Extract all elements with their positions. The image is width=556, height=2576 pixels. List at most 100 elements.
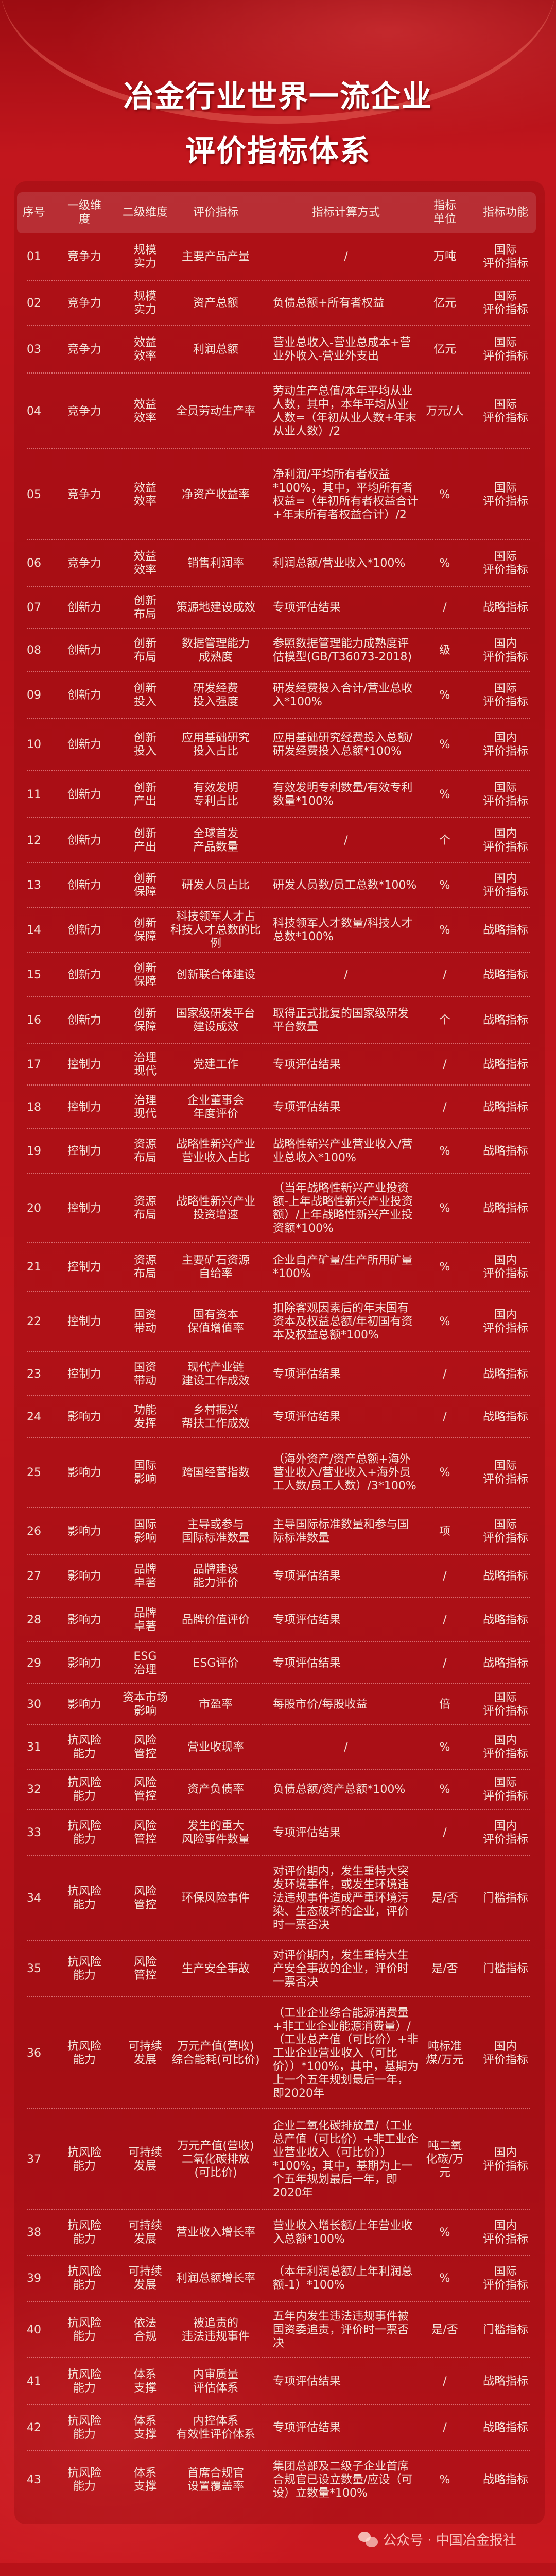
level1-dimension: 抗风险 能力 bbox=[67, 1820, 101, 1846]
indicator-name: 生产安全事故 bbox=[181, 1962, 250, 1975]
indicator-unit: 亿元 bbox=[433, 296, 456, 310]
indicator-function: 战略指标 bbox=[482, 924, 528, 937]
table-row: 42 抗风险 能力 体系 支撑 内控体系 有效性评价体系 专项评估结果 / 战略指标 bbox=[0, 2405, 556, 2451]
level1-dimension: 创新力 bbox=[67, 738, 101, 751]
indicator-name: 主要矿石资源 自给率 bbox=[181, 1254, 250, 1280]
table-body: 01 竞争力 规模 实力 主要产品产量 / 万吨 国际 评价指标 02 竞争力 规模 实力 资产总额… bbox=[0, 233, 556, 2509]
calculation-method: 企业自产矿量/生产所用矿量*100% bbox=[273, 1254, 413, 1280]
table-row: 07 创新力 创新 布局 策源地建设成效 专项评估结果 / 战略指标 bbox=[0, 587, 556, 629]
indicator-unit: 吨二氧 化碳/万元 bbox=[426, 2139, 464, 2179]
calculation-method: 利润总额/营业收入*100% bbox=[273, 557, 406, 570]
indicator-unit: / bbox=[443, 1826, 447, 1839]
row-number: 11 bbox=[27, 788, 41, 801]
indicator-unit: 是/否 bbox=[431, 1892, 458, 1905]
table-row: 36 抗风险 能力 可持续 发展 万元产值(营收) 综合能耗(可比价) （工业企业综合能… bbox=[0, 1997, 556, 2109]
indicator-unit: 万吨 bbox=[433, 250, 456, 263]
level1-dimension: 控制力 bbox=[67, 1201, 101, 1215]
level1-dimension: 创新力 bbox=[67, 879, 101, 892]
row-number: 24 bbox=[27, 1410, 41, 1423]
indicator-name: 乡村振兴 帮扶工作成效 bbox=[181, 1403, 250, 1430]
level2-dimension: 国资 带动 bbox=[133, 1309, 157, 1335]
level1-dimension: 创新力 bbox=[67, 601, 101, 614]
indicator-unit: % bbox=[439, 1740, 450, 1754]
level2-dimension: 国际 影响 bbox=[133, 1518, 157, 1545]
indicator-function: 国内 评价指标 bbox=[482, 1254, 528, 1280]
row-number: 20 bbox=[27, 1201, 41, 1215]
row-number: 39 bbox=[27, 2272, 41, 2285]
indicator-name: 全员劳动生产率 bbox=[176, 404, 255, 418]
row-number: 32 bbox=[27, 1783, 41, 1796]
indicator-name: 内控体系 有效性评价体系 bbox=[176, 2415, 255, 2441]
calculation-method: 参照数据管理能力成熟度评估模型(GB/T36073-2018) bbox=[273, 637, 412, 664]
indicator-unit: 项 bbox=[439, 1524, 450, 1538]
row-number: 13 bbox=[27, 879, 41, 892]
indicator-function: 战略指标 bbox=[482, 1201, 528, 1215]
level2-dimension: 国资 带动 bbox=[133, 1361, 157, 1387]
row-number: 04 bbox=[27, 404, 41, 418]
indicator-function: 国内 评价指标 bbox=[482, 2219, 528, 2246]
table-panel bbox=[14, 181, 545, 2524]
level1-dimension: 竞争力 bbox=[67, 296, 101, 310]
table-row: 20 控制力 资源 布局 战略性新兴产业 投资增速 （当年战略性新兴产业投资额-上年战略… bbox=[0, 1174, 556, 1243]
level2-dimension: 资本市场 影响 bbox=[122, 1691, 168, 1718]
indicator-function: 门槛指标 bbox=[482, 2323, 528, 2336]
calculation-method: 对评价期内，发生重特大生产安全事故的企业，评价时一票否决 bbox=[273, 1949, 409, 1989]
calculation-method: 净利润/平均所有者权益*100%，其中，平均所有者权益=（年初所有者权益合计+年… bbox=[273, 468, 419, 521]
level2-dimension: 规模 实力 bbox=[133, 290, 157, 316]
indicator-name: 净资产收益率 bbox=[181, 488, 250, 501]
row-number: 41 bbox=[27, 2375, 41, 2388]
level1-dimension: 竞争力 bbox=[67, 250, 101, 263]
indicator-unit: % bbox=[439, 1145, 450, 1158]
row-number: 22 bbox=[27, 1315, 41, 1328]
indicator-name: 科技领军人才占 科技人才总数的比例 bbox=[170, 910, 261, 950]
indicator-function: 战略指标 bbox=[482, 601, 528, 614]
row-number: 29 bbox=[27, 1656, 41, 1670]
level2-dimension: 创新 布局 bbox=[133, 595, 157, 621]
indicator-unit: 亿元 bbox=[433, 343, 456, 356]
indicator-unit: % bbox=[439, 1261, 450, 1274]
wechat-icon bbox=[358, 2531, 379, 2548]
row-number: 06 bbox=[27, 557, 41, 570]
level1-dimension: 竞争力 bbox=[67, 404, 101, 418]
level2-dimension: 创新 投入 bbox=[133, 732, 157, 758]
row-number: 43 bbox=[27, 2473, 41, 2486]
indicator-function: 国际 评价指标 bbox=[482, 398, 528, 425]
calculation-method: 五年内发生违法违规事件被国资委追责，评价时一票否决 bbox=[273, 2310, 409, 2350]
level2-dimension: 体系 支撑 bbox=[133, 2368, 157, 2395]
indicator-function: 国内 评价指标 bbox=[482, 1309, 528, 1335]
indicator-name: 跨国经营指数 bbox=[181, 1466, 250, 1479]
indicator-unit: / bbox=[443, 2421, 447, 2434]
table-row: 32 抗风险 能力 风险 管控 资产负债率 负债总额/资产总额*100%% 国际 评价指标 bbox=[0, 1770, 556, 1810]
indicator-function: 战略指标 bbox=[482, 1656, 528, 1670]
indicator-unit: % bbox=[439, 924, 450, 937]
row-number: 01 bbox=[27, 250, 41, 263]
level1-dimension: 抗风险 能力 bbox=[67, 2040, 101, 2066]
table-row: 27 影响力 品牌 卓著 品牌建设 能力评价 专项评估结果 / 战略指标 bbox=[0, 1555, 556, 1598]
indicator-name: 策源地建设成效 bbox=[176, 601, 255, 614]
calculation-method: 扣除客观因素后的年末国有资本及权益总额/年初国有资本及权益总额*100% bbox=[273, 1302, 413, 1342]
level2-dimension: ESG 治理 bbox=[133, 1650, 157, 1676]
indicator-name: 营业收现率 bbox=[187, 1740, 244, 1754]
level2-dimension: 效益 效率 bbox=[133, 398, 157, 425]
calculation-method: 营业收入增长额/上年营业收入总额*100% bbox=[273, 2219, 413, 2246]
table-row: 26 影响力 国际 影响 主导或参与 国际标准数量 主导国际标准数量和参与国际标准数量 项… bbox=[0, 1508, 556, 1555]
indicator-function: 国际 评价指标 bbox=[482, 1776, 528, 1803]
calculation-method: 研发人员数/员工总数*100% bbox=[273, 879, 417, 892]
row-number: 31 bbox=[27, 1740, 41, 1754]
indicator-unit: / bbox=[443, 1614, 447, 1626]
indicator-unit: / bbox=[443, 1410, 447, 1423]
indicator-name: 市盈率 bbox=[198, 1698, 233, 1711]
indicator-function: 国内 评价指标 bbox=[482, 1820, 528, 1846]
level1-dimension: 竞争力 bbox=[67, 343, 101, 356]
calculation-method: 科技领军人才数量/科技人才总数*100% bbox=[273, 917, 413, 943]
indicator-unit: 万元/人 bbox=[426, 404, 464, 418]
indicator-name: 党建工作 bbox=[193, 1058, 238, 1071]
table-row: 25 影响力 国际 影响 跨国经营指数 （海外资产/资产总额+海外营业收入/营业收入+海… bbox=[0, 1438, 556, 1508]
row-number: 42 bbox=[27, 2421, 41, 2434]
level1-dimension: 影响力 bbox=[67, 1410, 101, 1423]
level1-dimension: 抗风险 能力 bbox=[67, 2146, 101, 2173]
level2-dimension: 效益 效率 bbox=[133, 481, 157, 508]
indicator-unit: % bbox=[439, 1466, 450, 1479]
calculation-method: 专项评估结果 bbox=[273, 2375, 341, 2388]
table-row: 40 抗风险 能力 依法 合规 被追责的 违法违规事件 五年内发生违法违规事件被国资委追… bbox=[0, 2302, 556, 2358]
